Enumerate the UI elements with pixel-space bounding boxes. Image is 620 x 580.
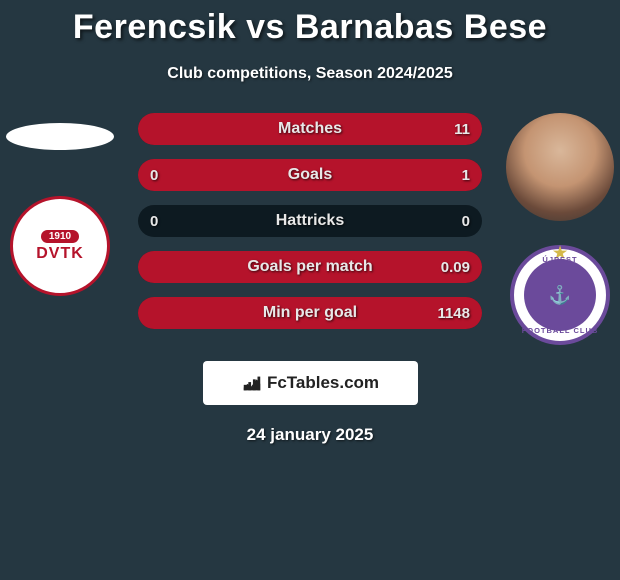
right-player-column: ★ ÚJPEST ⚓ FOOTBALL CLUB — [506, 113, 614, 345]
stat-value-left: 0 — [150, 167, 158, 184]
subtitle: Club competitions, Season 2024/2025 — [0, 65, 620, 83]
stat-value-left: 0 — [150, 213, 158, 230]
stat-row: Min per goal 1148 — [138, 297, 482, 329]
page-title: Ferencsik vs Barnabas Bese — [0, 0, 620, 47]
left-player-avatar — [6, 123, 114, 150]
right-player-avatar — [506, 113, 614, 221]
stat-label: Hattricks — [276, 212, 344, 230]
stat-label: Matches — [278, 120, 342, 138]
stat-value-right: 0.09 — [441, 259, 470, 276]
date-text: 24 january 2025 — [0, 425, 620, 445]
watermark[interactable]: FcTables.com — [203, 361, 418, 405]
watermark-text: FcTables.com — [267, 373, 379, 393]
left-player-column: 1910 DVTK — [6, 113, 114, 296]
crest-year: 1910 — [41, 230, 79, 243]
crest-ring-bot: FOOTBALL CLUB — [522, 326, 599, 335]
stat-value-right: 1 — [462, 167, 470, 184]
anchor-icon: ⚓ — [524, 259, 596, 331]
stat-label: Min per goal — [263, 304, 357, 322]
stat-value-right: 1148 — [437, 305, 470, 322]
chart-icon — [241, 372, 263, 394]
stats-rows: Matches 11 0 Goals 1 0 Hattricks 0 Goals per mat… — [138, 113, 482, 329]
left-club-crest: 1910 DVTK — [10, 196, 110, 296]
stat-value-right: 0 — [462, 213, 470, 230]
stat-row: 0 Hattricks 0 — [138, 205, 482, 237]
crest-ring-top: ÚJPEST — [542, 255, 577, 264]
comparison-panel: 1910 DVTK ★ ÚJPEST ⚓ FOOTBALL CLUB Match… — [0, 113, 620, 329]
stat-row: Goals per match 0.09 — [138, 251, 482, 283]
stat-label: Goals — [288, 166, 332, 184]
stat-label: Goals per match — [247, 258, 372, 276]
stat-row: 0 Goals 1 — [138, 159, 482, 191]
crest-code: DVTK — [36, 245, 84, 263]
stat-value-right: 11 — [454, 121, 470, 138]
right-club-crest: ★ ÚJPEST ⚓ FOOTBALL CLUB — [510, 245, 610, 345]
stat-row: Matches 11 — [138, 113, 482, 145]
